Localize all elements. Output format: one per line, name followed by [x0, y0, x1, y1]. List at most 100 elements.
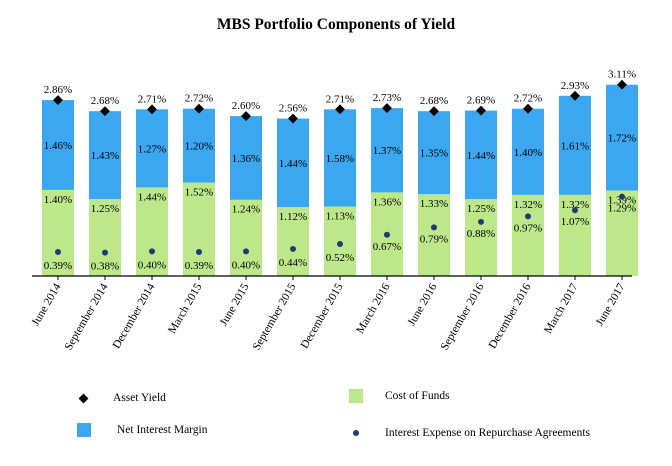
legend-repo-expense-label: Interest Expense on Repurchase Agreement… [385, 427, 591, 439]
asset-yield-marker [100, 106, 110, 117]
legend-net-interest-margin-label: Net Interest Margin [117, 424, 208, 436]
label-asset-yield: 2.86% [44, 84, 72, 96]
bar-cost-of-funds [277, 207, 309, 276]
label-net-interest-margin: 1.40% [514, 147, 542, 159]
repo-expense-marker [572, 207, 578, 214]
label-asset-yield: 2.68% [91, 95, 119, 107]
bar-cost-of-funds [230, 199, 262, 276]
asset-yield-marker [617, 79, 627, 90]
label-repo-expense: 0.39% [44, 260, 72, 272]
bar-net-interest-margin [183, 108, 215, 183]
x-tick-label: March 2017 [542, 281, 580, 336]
repo-expense-marker [149, 248, 155, 255]
bar-net-interest-margin [324, 109, 356, 207]
x-tick-label: June 2017 [594, 281, 628, 328]
bar-cost-of-funds [89, 199, 121, 276]
label-asset-yield: 2.73% [373, 92, 401, 104]
label-cost-of-funds: 1.24% [232, 204, 260, 216]
bar-net-interest-margin [465, 110, 497, 200]
label-asset-yield: 2.72% [514, 93, 542, 105]
green-square-icon [349, 389, 363, 403]
bar-net-interest-margin [230, 116, 262, 200]
label-net-interest-margin: 1.44% [467, 150, 495, 162]
bar-net-interest-margin [606, 84, 638, 191]
asset-yield-marker [570, 90, 580, 101]
legend-asset-yield-label: Asset Yield [113, 392, 166, 404]
repo-expense-marker [290, 245, 296, 252]
label-repo-expense: 0.40% [138, 259, 166, 271]
bar-cost-of-funds [606, 190, 638, 276]
bar-cost-of-funds [418, 194, 450, 276]
repo-expense-marker [337, 241, 343, 248]
label-asset-yield: 3.11% [608, 69, 636, 81]
label-repo-expense: 0.40% [232, 259, 260, 271]
label-cost-of-funds: 1.40% [44, 194, 72, 206]
label-repo-expense: 1.29% [608, 203, 636, 215]
x-tick-label: June 2015 [218, 281, 252, 328]
label-net-interest-margin: 1.43% [91, 150, 119, 162]
label-repo-expense: 0.79% [420, 233, 448, 245]
asset-yield-marker [53, 95, 63, 106]
label-net-interest-margin: 1.20% [185, 141, 213, 153]
label-repo-expense: 0.44% [279, 257, 307, 269]
label-net-interest-margin: 1.46% [44, 140, 72, 152]
x-tick-label: March 2016 [354, 281, 392, 336]
label-asset-yield: 2.68% [420, 95, 448, 107]
repo-expense-marker [384, 231, 390, 238]
bar-cost-of-funds [183, 182, 215, 276]
label-net-interest-margin: 1.61% [561, 140, 589, 152]
asset-yield-marker [523, 103, 533, 114]
bar-cost-of-funds [42, 189, 74, 276]
label-asset-yield: 2.93% [561, 80, 589, 92]
label-net-interest-margin: 1.72% [608, 133, 636, 145]
legend-net-interest-margin: Net Interest Margin [77, 423, 207, 437]
label-asset-yield: 2.60% [232, 100, 260, 112]
legend-cost-of-funds: Cost of Funds [349, 389, 450, 403]
bar-net-interest-margin [89, 111, 121, 200]
label-cost-of-funds: 1.32% [561, 199, 589, 211]
x-tick-label: September 2015 [251, 281, 299, 352]
bar-cost-of-funds [465, 199, 497, 276]
repo-expense-marker [243, 248, 249, 255]
label-asset-yield: 2.71% [326, 93, 354, 105]
label-net-interest-margin: 1.37% [373, 145, 401, 157]
label-cost-of-funds: 1.52% [185, 187, 213, 199]
repo-expense-marker [478, 218, 484, 225]
label-net-interest-margin: 1.58% [326, 153, 354, 165]
x-tick-label: December 2016 [487, 281, 534, 351]
legend-repo-expense: Interest Expense on Repurchase Agreement… [353, 427, 590, 439]
label-repo-expense: 1.07% [561, 216, 589, 228]
label-cost-of-funds: 1.12% [279, 211, 307, 223]
label-asset-yield: 2.72% [185, 93, 213, 105]
label-cost-of-funds: 1.33% [420, 198, 448, 210]
label-net-interest-margin: 1.44% [279, 158, 307, 170]
x-tick-label: June 2014 [30, 281, 64, 328]
repo-expense-marker [525, 213, 531, 220]
label-repo-expense: 0.52% [326, 252, 354, 264]
asset-yield-marker [147, 104, 157, 115]
label-cost-of-funds: 1.36% [373, 196, 401, 208]
x-tick-label: June 2016 [406, 281, 440, 328]
bar-net-interest-margin [277, 118, 309, 208]
label-repo-expense: 0.88% [467, 228, 495, 240]
bar-cost-of-funds [136, 187, 168, 276]
bar-net-interest-margin [136, 109, 168, 188]
repo-expense-marker [431, 224, 437, 231]
x-tick-label: September 2016 [439, 281, 487, 352]
bar-net-interest-margin [559, 95, 591, 195]
label-cost-of-funds: 1.13% [326, 211, 354, 223]
label-cost-of-funds: 1.32% [514, 199, 542, 211]
label-asset-yield: 2.71% [138, 93, 166, 105]
bar-net-interest-margin [512, 108, 544, 195]
diamond-icon [78, 393, 89, 403]
bar-net-interest-margin [42, 100, 74, 190]
repo-expense-marker [196, 249, 202, 256]
x-tick-label: December 2014 [111, 281, 158, 351]
x-tick-label: March 2015 [166, 281, 204, 336]
x-tick-label: September 2014 [63, 281, 111, 352]
repo-expense-marker [619, 193, 625, 200]
label-repo-expense: 0.67% [373, 241, 401, 253]
repo-expense-marker [102, 249, 108, 256]
label-repo-expense: 0.97% [514, 222, 542, 234]
chart-title: MBS Portfolio Components of Yield [216, 16, 456, 33]
